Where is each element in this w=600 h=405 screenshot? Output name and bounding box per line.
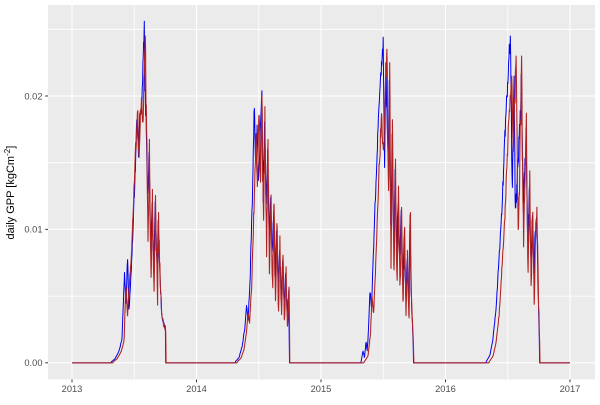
svg-text:0.00: 0.00 (24, 358, 42, 368)
svg-text:2016: 2016 (435, 384, 456, 394)
svg-text:daily GPP [kgCm-2]: daily GPP [kgCm-2] (3, 146, 17, 240)
svg-text:2017: 2017 (560, 384, 581, 394)
svg-text:2013: 2013 (62, 384, 83, 394)
svg-text:0.01: 0.01 (24, 225, 42, 235)
svg-text:2015: 2015 (311, 384, 332, 394)
svg-text:0.02: 0.02 (24, 91, 42, 101)
svg-text:2014: 2014 (186, 384, 207, 394)
